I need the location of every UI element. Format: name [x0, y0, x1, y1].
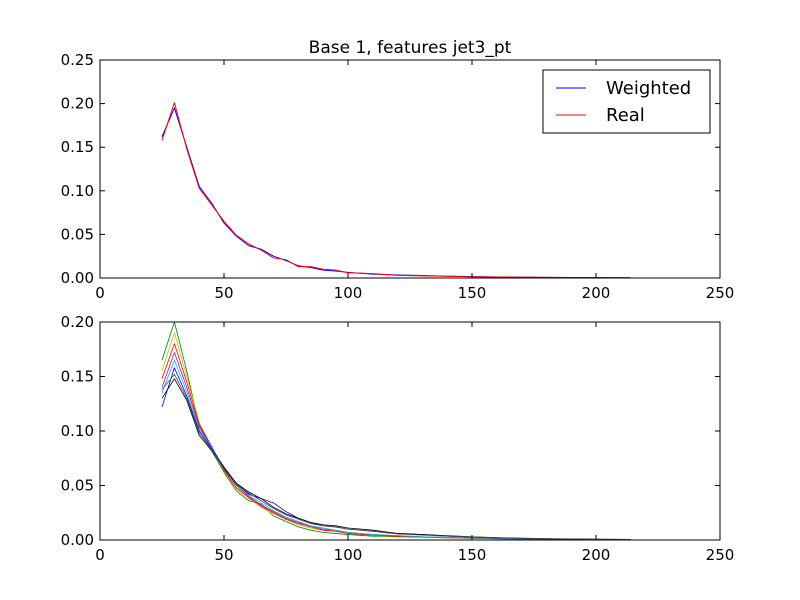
x-tick-label: 200	[582, 546, 611, 564]
top-ticks-group: 0 50 100 150 200 250 0.00 0.05 0.10 0.15 0.20 0.25	[61, 51, 735, 302]
x-tick-label: 150	[458, 284, 487, 302]
x-tick-label: 50	[214, 546, 233, 564]
series-line-8	[161, 373, 631, 540]
y-tick-label: 0.20	[61, 313, 94, 331]
bottom-series-group	[161, 321, 631, 540]
legend-label-weighted: Weighted	[606, 78, 691, 99]
y-tick-label: 0.15	[61, 368, 94, 386]
x-tick-label: 150	[458, 546, 487, 564]
y-tick-label: 0.15	[61, 138, 94, 156]
x-tick-label: 200	[582, 284, 611, 302]
y-tick-label: 0.05	[61, 477, 94, 495]
x-tick-label: 100	[334, 546, 363, 564]
x-tick-label: 250	[706, 546, 735, 564]
x-tick-label: 50	[214, 284, 233, 302]
series-line-real	[161, 102, 631, 279]
bottom-plot: 0 50 100 150 200 250 0.00 0.05 0.10 0.15 0.20	[61, 313, 735, 564]
x-tick-label: 250	[706, 284, 735, 302]
chart-title: Base 1, features jet3_pt	[309, 38, 512, 58]
y-tick-label: 0.00	[61, 531, 94, 549]
y-tick-label: 0.00	[61, 269, 94, 287]
y-tick-label: 0.10	[61, 182, 94, 200]
legend-box	[542, 69, 711, 134]
y-tick-label: 0.05	[61, 225, 94, 243]
x-tick-label: 100	[334, 284, 363, 302]
y-tick-label: 0.25	[61, 51, 94, 69]
bottom-ticks-group: 0 50 100 150 200 250 0.00 0.05 0.10 0.15 0.20	[61, 313, 735, 564]
legend: Weighted Real	[542, 69, 711, 134]
top-plot: Base 1, features jet3_pt 0 50 100 150 200 250…	[61, 38, 735, 302]
y-tick-label: 0.10	[61, 422, 94, 440]
legend-label-real: Real	[606, 105, 645, 126]
x-tick-label: 0	[95, 284, 105, 302]
x-tick-label: 0	[95, 546, 105, 564]
top-axes-frame	[99, 59, 721, 279]
top-series-group	[161, 102, 631, 279]
y-tick-label: 0.20	[61, 95, 94, 113]
